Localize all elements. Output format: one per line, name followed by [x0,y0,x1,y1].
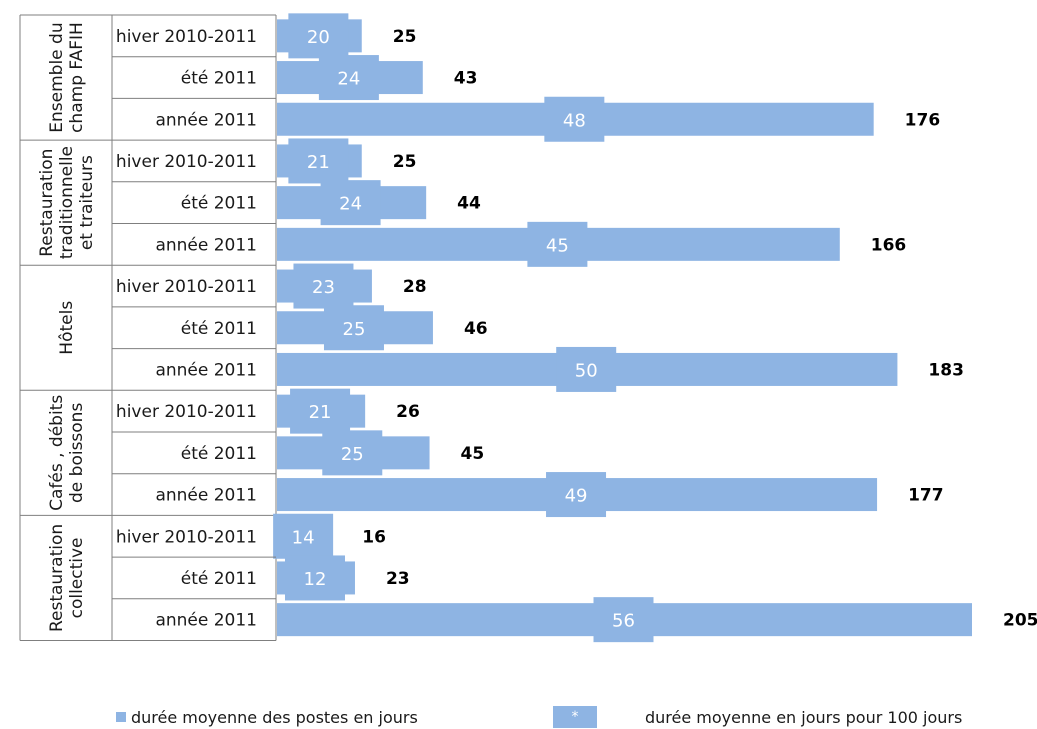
legend-label-per100: durée moyenne en jours pour 100 jours [645,707,963,727]
value-label: 26 [396,402,420,422]
category-label: année 2011 [155,110,257,130]
value-label: 25 [393,152,417,172]
marker-per100-label: 24 [339,194,362,215]
marker-per100-label: 25 [343,319,366,340]
category-label: été 2011 [181,194,257,214]
marker-per100-label: 21 [309,402,332,423]
value-label: 28 [403,277,427,297]
category-label: été 2011 [181,444,257,464]
marker-per100 [544,96,605,142]
marker-per100-label: 20 [307,27,330,48]
value-label: 166 [871,235,907,255]
category-label: année 2011 [155,486,257,506]
group-label: Ensemble duchamp FAFIH [47,22,87,133]
marker-per100 [527,221,588,267]
category-label: été 2011 [181,69,257,89]
marker-per100 [288,138,349,184]
legend-label-duration: durée moyenne des postes en jours [131,707,418,727]
value-label: 23 [386,569,410,589]
category-label: année 2011 [155,611,257,631]
group-label: Restaurationcollective [47,524,87,632]
marker-per100 [318,55,379,101]
value-label: 176 [905,110,941,130]
marker-per100 [593,597,654,643]
legend-item-duration: durée moyenne des postes en jours [116,706,418,728]
value-label: 45 [461,444,485,464]
legend-item-per100: * durée moyenne en jours pour 100 jours [553,706,962,728]
value-label: 46 [464,319,488,339]
category-label: été 2011 [181,569,257,589]
category-label: hiver 2010-2011 [116,27,257,47]
legend-swatch-per100: * [553,706,597,728]
marker-per100 [556,346,617,392]
marker-per100 [293,263,354,309]
category-label: année 2011 [155,360,257,380]
group-label: Restaurationtraditionnelleet traiteurs [37,146,97,259]
marker-per100 [322,430,383,476]
marker-per100 [288,13,349,59]
value-label: 25 [393,27,417,47]
value-label: 177 [908,486,944,506]
marker-per100-label: 24 [337,69,360,90]
group-label: Cafés , débitsde boissons [47,395,87,511]
value-label: 43 [454,69,478,89]
marker-per100-label: 49 [565,486,588,507]
legend-swatch-duration [116,712,126,722]
value-label: 16 [362,527,386,547]
marker-per100 [290,388,351,434]
marker-per100-label: 14 [292,527,315,548]
marker-per100-label: 23 [312,277,335,298]
marker-per100-label: 12 [304,569,327,590]
category-label: année 2011 [155,235,257,255]
marker-per100-label: 48 [563,110,586,131]
value-label: 44 [457,194,481,214]
marker-per100-label: 45 [546,235,569,256]
marker-per100 [284,555,345,601]
value-label: 183 [928,360,964,380]
group-label: Hôtels [57,301,77,355]
marker-per100 [320,180,381,226]
marker-per100-label: 21 [307,152,330,173]
category-label: hiver 2010-2011 [116,277,257,297]
category-label: hiver 2010-2011 [116,527,257,547]
marker-per100-label: 56 [612,611,635,632]
category-label: hiver 2010-2011 [116,402,257,422]
marker-per100 [546,472,607,518]
category-label: hiver 2010-2011 [116,152,257,172]
marker-per100-label: 50 [575,360,598,381]
marker-per100 [273,513,334,559]
category-label: été 2011 [181,319,257,339]
value-label: 205 [1003,611,1037,631]
marker-per100 [323,305,384,351]
marker-per100-label: 25 [341,444,364,465]
